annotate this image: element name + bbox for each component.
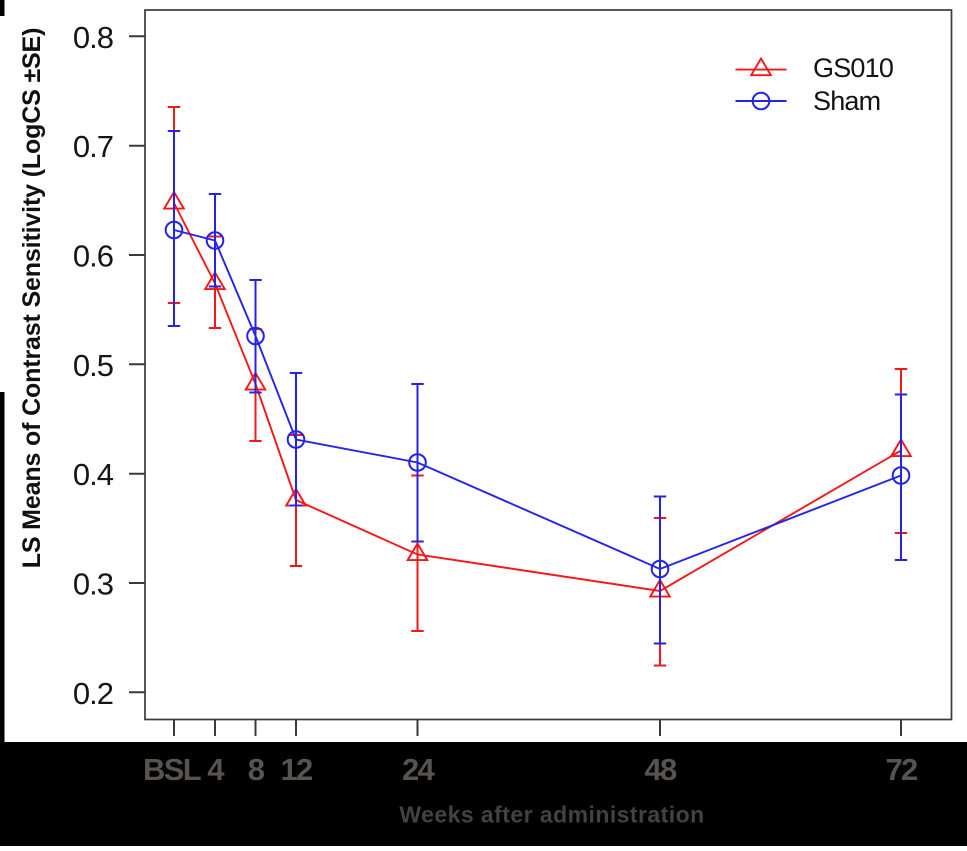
svg-text:0.3: 0.3 — [73, 567, 113, 602]
svg-text:BSL: BSL — [143, 752, 201, 787]
svg-text:0.8: 0.8 — [73, 20, 113, 55]
svg-text:LS Means of Contrast Sensitivi: LS Means of Contrast Sensitivity (LogCS … — [18, 28, 46, 569]
svg-text:72: 72 — [885, 752, 917, 787]
svg-text:0.6: 0.6 — [73, 239, 113, 274]
svg-text:GS010: GS010 — [813, 53, 893, 83]
svg-text:24: 24 — [402, 752, 436, 787]
svg-text:0.5: 0.5 — [73, 348, 113, 383]
svg-text:48: 48 — [644, 752, 677, 787]
svg-text:12: 12 — [280, 752, 312, 787]
svg-text:0.7: 0.7 — [73, 129, 113, 164]
svg-text:0.4: 0.4 — [73, 457, 114, 492]
svg-text:8: 8 — [248, 752, 265, 787]
svg-text:0.2: 0.2 — [73, 676, 113, 711]
svg-text:Weeks after administration: Weeks after administration — [399, 802, 704, 828]
svg-text:4: 4 — [207, 752, 225, 787]
svg-text:Sham: Sham — [813, 86, 880, 116]
